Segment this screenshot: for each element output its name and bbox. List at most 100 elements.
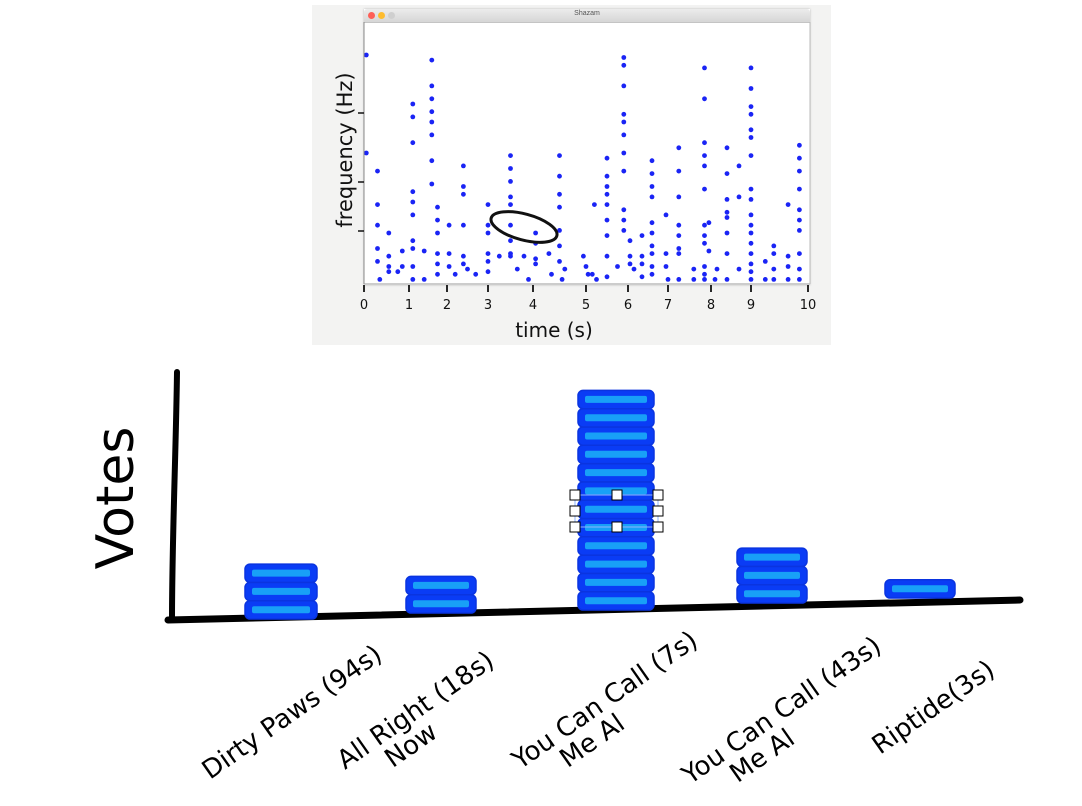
scatter-point [724,171,730,177]
scatter-point [691,266,697,272]
scatter-point [508,253,513,259]
scatter-point [429,181,435,187]
scatter-point [702,153,707,159]
scatter-point [557,204,562,210]
bar-3[interactable] [577,389,655,611]
scatter-point [797,251,802,256]
category-label-line: You Can Call (7s) [506,625,703,776]
scatter-point [399,248,405,254]
scatter-point [621,111,627,117]
bar-4[interactable] [736,547,808,604]
scatter-point [649,171,655,177]
x-tick-label: 3 [484,298,492,313]
category-label: Riptide(3s) [867,655,1001,761]
scatter-point [410,189,416,195]
scatter-point [631,266,637,272]
y-axis-label: frequency (Hz) [333,72,357,227]
resize-handle[interactable] [652,505,664,517]
bar-2[interactable] [405,575,477,614]
x-tick-label: 6 [624,298,632,313]
scatter-point [748,135,754,140]
window-close-button[interactable] [368,12,375,19]
scatter-point [559,277,565,282]
scatter-point [485,259,491,264]
scatter-point [429,119,435,125]
scatter-point [702,163,707,169]
scatter-point [649,194,655,200]
scatter-point [546,251,552,256]
scatter-point [496,253,502,259]
x-tick-label: 5 [582,298,590,313]
bar-1[interactable] [244,563,318,620]
scatter-point [485,251,491,256]
scatter-point [736,163,742,169]
scatter-point [797,142,802,148]
window-minimize-button[interactable] [378,12,385,19]
scatter-point [395,269,401,275]
resize-handle[interactable] [611,521,623,533]
scatter-point [375,222,380,228]
scatter-point [429,57,435,63]
scatter-point [421,248,427,254]
scatter-plot: 0 1 2 3 4 5 6 7 8 9 10 time (s) frequency (Hz) [333,22,816,342]
scatter-point [702,222,707,228]
resize-handle[interactable] [569,505,581,517]
shazam-window: Shazam [364,9,810,285]
scatter-point [676,168,682,174]
resize-handle[interactable] [652,521,664,533]
scatter-point [736,194,742,200]
scatter-point [639,253,645,259]
scatter-point [649,158,655,164]
y-axis-label: Votes [86,427,146,570]
resize-handle[interactable] [569,489,581,501]
scatter-point [649,230,655,236]
category-label-line: Riptide(3s) [867,655,1001,761]
bar-5[interactable] [884,578,956,599]
vote-block-stripe [585,414,647,422]
scatter-point [702,271,707,277]
vote-block-stripe [585,469,647,477]
scatter-point [649,184,655,189]
vote-block-stripe [892,585,948,593]
vote-block-stripe [585,505,647,513]
x-axis-ticks: 0 1 2 3 4 5 6 7 8 9 10 [360,285,816,313]
scatter-point [377,277,383,282]
scatter-point [797,168,802,174]
scatter-point [724,251,730,256]
scatter-point [508,222,513,228]
window-zoom-button[interactable] [388,12,395,19]
scatter-point [446,264,452,269]
scatter-point [473,271,479,277]
scatter-point [639,233,645,239]
scatter-point [691,277,697,282]
scatter-point [785,264,791,269]
scatter-point [621,132,627,138]
resize-handle[interactable] [652,489,664,501]
scatter-point [665,277,671,282]
scatter-point [592,202,597,208]
scatter-points [363,52,802,282]
scatter-point [508,202,513,208]
x-tick-label: 10 [800,298,817,313]
scatter-point [785,253,791,259]
scatter-point [676,194,682,200]
scatter-point [435,261,440,267]
vote-block-stripe [744,571,800,579]
scatter-point [736,266,742,272]
scatter-point [771,243,777,249]
scatter-point [485,230,491,236]
scatter-point [649,271,655,277]
scatter-point [585,271,591,277]
resize-handle[interactable] [611,489,623,501]
scatter-point [621,228,627,233]
scatter-point [649,243,655,249]
scatter-point [621,119,627,125]
scatter-point [621,83,627,89]
scatter-point [435,251,440,256]
resize-handle[interactable] [569,521,581,533]
scatter-point [375,168,380,174]
selection-handles[interactable] [569,489,664,533]
scatter-point [604,233,610,239]
scatter-point [797,186,802,192]
scatter-point [785,277,791,282]
